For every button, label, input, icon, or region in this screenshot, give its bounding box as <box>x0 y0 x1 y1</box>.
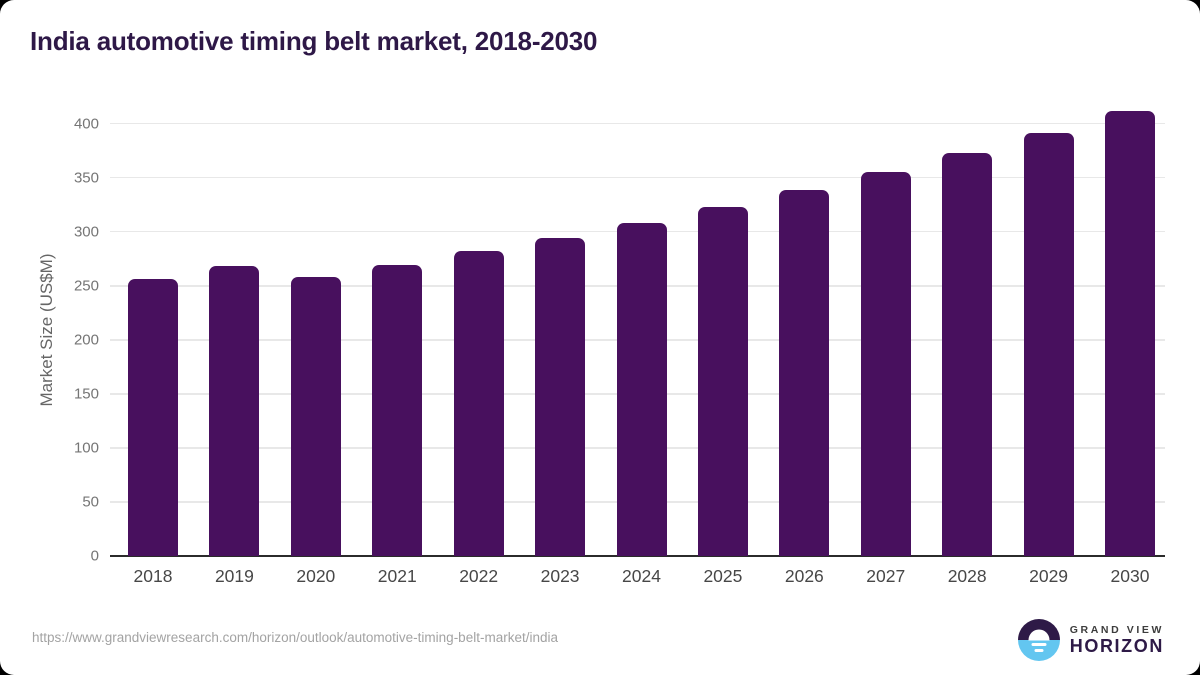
y-tick-label-0: 0 <box>90 547 99 565</box>
y-tick-label-400: 400 <box>73 115 99 133</box>
x-tick-label-2027: 2027 <box>866 566 906 586</box>
x-tick-label-2029: 2029 <box>1029 566 1069 586</box>
gridline-350 <box>110 176 1165 179</box>
bar-2021[interactable] <box>372 265 423 556</box>
logo-wordmark: GRAND VIEW HORIZON <box>1070 624 1164 657</box>
x-tick-label-2022: 2022 <box>459 566 499 586</box>
bar-2022[interactable] <box>453 251 504 556</box>
x-tick-label-2023: 2023 <box>540 566 580 586</box>
bar-2020[interactable] <box>290 277 341 556</box>
x-tick-label-2024: 2024 <box>622 566 661 586</box>
bar-2026[interactable] <box>779 189 830 556</box>
bar-2019[interactable] <box>209 266 260 556</box>
bar-2028[interactable] <box>942 152 993 556</box>
x-tick-label-2025: 2025 <box>703 566 743 586</box>
bar-2027[interactable] <box>860 172 911 556</box>
y-tick-label-250: 250 <box>73 277 99 295</box>
bar-2030[interactable] <box>1105 110 1155 556</box>
x-tick-label-2030: 2030 <box>1110 566 1150 586</box>
bar-2025[interactable] <box>697 206 748 556</box>
logo-reflection-line <box>1034 649 1044 652</box>
x-tick-label-2019: 2019 <box>214 566 254 586</box>
sunrise-horizon-icon <box>1017 619 1060 661</box>
gridline-400 <box>110 122 1165 125</box>
y-tick-label-300: 300 <box>73 223 99 241</box>
y-tick-label-100: 100 <box>73 439 99 457</box>
x-tick-label-2020: 2020 <box>296 566 336 586</box>
y-axis-tick-labels: 0 50 100 150 200 250 300 350 400 <box>0 102 99 564</box>
bar-2029[interactable] <box>1023 133 1074 556</box>
bar-2018[interactable] <box>128 279 178 556</box>
logo-text-grand-view: GRAND VIEW <box>1069 623 1164 636</box>
y-tick-label-150: 150 <box>73 385 99 403</box>
y-tick-label-200: 200 <box>73 331 99 349</box>
logo-sun-shape <box>1028 629 1050 640</box>
grand-view-horizon-logo: GRAND VIEW HORIZON <box>1017 619 1164 661</box>
source-url: https://www.grandviewresearch.com/horizo… <box>32 630 558 645</box>
x-axis-tick-labels: 2018 2019 2020 2021 2022 2023 2024 2025 2026 2027… <box>110 566 1165 592</box>
logo-text-horizon: HORIZON <box>1069 635 1164 656</box>
y-tick-label-350: 350 <box>73 169 99 187</box>
bar-2023[interactable] <box>535 238 586 556</box>
x-tick-label-2021: 2021 <box>377 566 417 586</box>
x-tick-label-2026: 2026 <box>784 566 824 586</box>
x-tick-label-2018: 2018 <box>133 566 173 586</box>
bar-2024[interactable] <box>616 223 667 556</box>
logo-reflection-line <box>1031 643 1047 646</box>
plot-area <box>110 102 1165 557</box>
chart-title: India automotive timing belt market, 201… <box>30 26 598 56</box>
y-tick-label-50: 50 <box>82 493 99 511</box>
x-tick-label-2028: 2028 <box>947 566 987 586</box>
